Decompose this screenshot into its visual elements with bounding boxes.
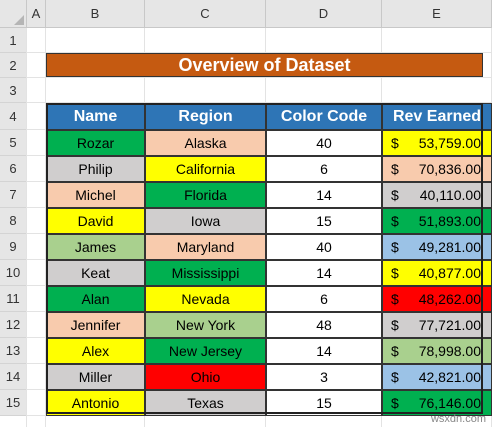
rev-amount: 51,893.00 [418, 213, 481, 229]
gridline-vertical [26, 28, 27, 427]
rev-amount: 40,110.00 [419, 187, 481, 203]
currency-symbol: $ [391, 317, 399, 333]
cell-rev-earned[interactable]: $76,146.00 [382, 390, 492, 416]
row-header-13[interactable]: 13 [0, 338, 27, 364]
currency-symbol: $ [391, 239, 399, 255]
cell-color-code[interactable]: 6 [266, 286, 382, 312]
cell-name[interactable]: Keat [46, 260, 145, 286]
cell-region[interactable]: California [145, 156, 266, 182]
currency-symbol: $ [391, 187, 399, 203]
rev-amount: 53,759.00 [418, 135, 481, 151]
watermark: wsxdn.com [430, 413, 486, 425]
currency-symbol: $ [391, 135, 399, 151]
cell-color-code[interactable]: 14 [266, 338, 382, 364]
cell-region[interactable]: New Jersey [145, 338, 266, 364]
cell-color-code[interactable]: 15 [266, 208, 382, 234]
cell-rev-earned[interactable]: $70,836.00 [382, 156, 492, 182]
row-header-14[interactable]: 14 [0, 364, 27, 390]
currency-symbol: $ [391, 395, 399, 411]
gridline-horizontal [27, 52, 492, 53]
currency-symbol: $ [391, 213, 399, 229]
cell-rev-earned[interactable]: $49,281.00 [382, 234, 492, 260]
rev-amount: 77,721.00 [418, 317, 481, 333]
cell-rev-earned[interactable]: $77,721.00 [382, 312, 492, 338]
cell-region[interactable]: Nevada [145, 286, 266, 312]
row-header-3[interactable]: 3 [0, 78, 27, 103]
row-header-10[interactable]: 10 [0, 260, 27, 286]
currency-symbol: $ [391, 369, 399, 385]
cell-color-code[interactable]: 3 [266, 364, 382, 390]
cell-name[interactable]: Antonio [46, 390, 145, 416]
select-all-corner[interactable] [0, 0, 27, 28]
column-header-b[interactable]: B [46, 0, 145, 28]
rev-amount: 42,821.00 [418, 369, 481, 385]
row-header-5[interactable]: 5 [0, 130, 27, 156]
row-header-9[interactable]: 9 [0, 234, 27, 260]
cell-rev-earned[interactable]: $48,262.00 [382, 286, 492, 312]
cell-color-code[interactable]: 14 [266, 182, 382, 208]
row-header-7[interactable]: 7 [0, 182, 27, 208]
column-header-a[interactable]: A [27, 0, 46, 28]
cell-region[interactable]: Iowa [145, 208, 266, 234]
header-color-code[interactable]: Color Code [266, 103, 382, 130]
cell-name[interactable]: David [46, 208, 145, 234]
currency-symbol: $ [391, 265, 399, 281]
cell-rev-earned[interactable]: $53,759.00 [382, 130, 492, 156]
cell-region[interactable]: Texas [145, 390, 266, 416]
currency-symbol: $ [391, 343, 399, 359]
cell-rev-earned[interactable]: $78,998.00 [382, 338, 492, 364]
rev-amount: 78,998.00 [418, 343, 481, 359]
gridline-horizontal [27, 102, 492, 103]
dataset-title[interactable]: Overview of Dataset [46, 53, 483, 77]
header-region[interactable]: Region [145, 103, 266, 130]
cell-color-code[interactable]: 40 [266, 234, 382, 260]
currency-symbol: $ [391, 161, 399, 177]
cell-rev-earned[interactable]: $40,877.00 [382, 260, 492, 286]
cell-region[interactable]: Mississippi [145, 260, 266, 286]
column-header-d[interactable]: D [266, 0, 382, 28]
cell-name[interactable]: Miller [46, 364, 145, 390]
cell-rev-earned[interactable]: $42,821.00 [382, 364, 492, 390]
cell-color-code[interactable]: 14 [266, 260, 382, 286]
row-header-11[interactable]: 11 [0, 286, 27, 312]
currency-symbol: $ [391, 291, 399, 307]
column-header-c[interactable]: C [145, 0, 266, 28]
cell-color-code[interactable]: 40 [266, 130, 382, 156]
cell-name[interactable]: Rozar [46, 130, 145, 156]
cell-region[interactable]: Florida [145, 182, 266, 208]
cell-region[interactable]: New York [145, 312, 266, 338]
row-header-8[interactable]: 8 [0, 208, 27, 234]
row-header-15[interactable]: 15 [0, 390, 27, 416]
column-header-e[interactable]: E [382, 0, 492, 28]
row-header-12[interactable]: 12 [0, 312, 27, 338]
cell-color-code[interactable]: 48 [266, 312, 382, 338]
cell-name[interactable]: Alex [46, 338, 145, 364]
row-header-2[interactable]: 2 [0, 53, 27, 78]
row-header-1[interactable]: 1 [0, 28, 27, 53]
cell-region[interactable]: Alaska [145, 130, 266, 156]
header-name[interactable]: Name [46, 103, 145, 130]
cell-name[interactable]: Michel [46, 182, 145, 208]
cell-rev-earned[interactable]: $40,110.00 [382, 182, 492, 208]
rev-amount: 49,281.00 [418, 239, 481, 255]
cell-name[interactable]: Jennifer [46, 312, 145, 338]
cell-color-code[interactable]: 15 [266, 390, 382, 416]
row-header-6[interactable]: 6 [0, 156, 27, 182]
rev-amount: 40,877.00 [418, 265, 481, 281]
cell-name[interactable]: Alan [46, 286, 145, 312]
rev-amount: 70,836.00 [418, 161, 481, 177]
header-rev-earned[interactable]: Rev Earned [382, 103, 492, 130]
rev-amount: 48,262.00 [418, 291, 481, 307]
cell-region[interactable]: Ohio [145, 364, 266, 390]
cell-name[interactable]: Philip [46, 156, 145, 182]
cell-rev-earned[interactable]: $51,893.00 [382, 208, 492, 234]
rev-amount: 76,146.00 [418, 395, 481, 411]
gridline-horizontal [27, 77, 492, 78]
cell-region[interactable]: Maryland [145, 234, 266, 260]
cell-name[interactable]: James [46, 234, 145, 260]
row-header-4[interactable]: 4 [0, 103, 27, 130]
cell-color-code[interactable]: 6 [266, 156, 382, 182]
gridline-vertical [45, 28, 46, 427]
select-all-triangle-icon [14, 15, 24, 25]
